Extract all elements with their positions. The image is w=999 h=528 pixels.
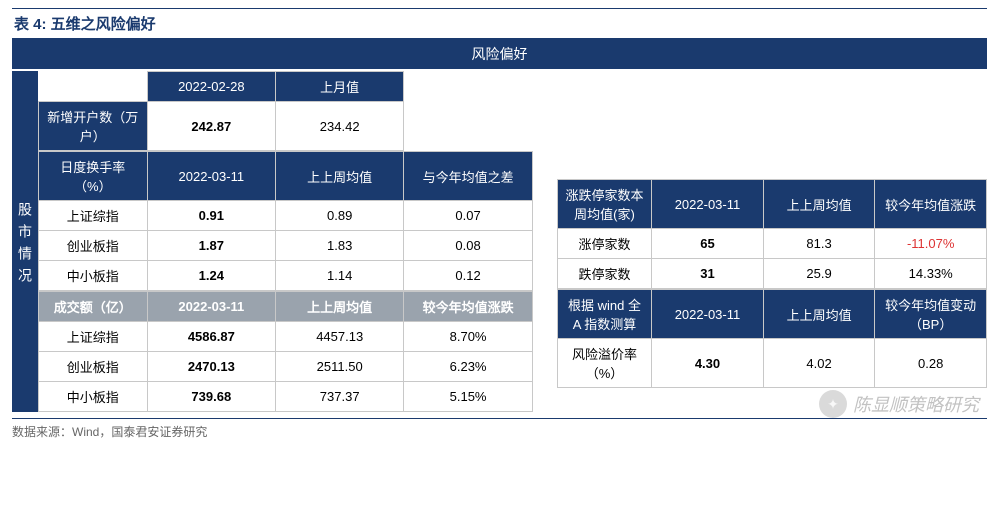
watermark: ✦ 陈显顺策略研究	[819, 390, 979, 418]
table-row: 风险溢价率（%） 4.30 4.02 0.28	[557, 339, 986, 388]
table-volume: 成交额（亿） 2022-03-11 上上周均值 较今年均值涨跌 上证综指 458…	[38, 291, 533, 412]
table-row: 创业板指 2470.13 2511.50 6.23%	[39, 352, 533, 382]
hdr: 与今年均值之差	[404, 152, 532, 201]
row-label: 新增开户数（万户）	[39, 102, 148, 151]
hdr: 较今年均值变动（BP）	[875, 290, 987, 339]
hdr: 涨跌停家数本周均值(家)	[557, 180, 651, 229]
hdr: 2022-03-11	[652, 180, 764, 229]
table-risk-premium: 根据 wind 全A 指数测算 2022-03-11 上上周均值 较今年均值变动…	[557, 289, 987, 388]
hdr: 根据 wind 全A 指数测算	[557, 290, 651, 339]
cell: 242.87	[147, 102, 275, 151]
table-row: 上证综指 4586.87 4457.13 8.70%	[39, 322, 533, 352]
hdr: 成交额（亿）	[39, 292, 148, 322]
watermark-text: 陈显顺策略研究	[853, 391, 979, 417]
data-source: 数据来源：Wind，国泰君安证券研究	[12, 418, 987, 440]
hdr: 2022-03-11	[147, 292, 275, 322]
hdr: 上上周均值	[276, 292, 404, 322]
hdr: 上上周均值	[763, 180, 875, 229]
table-row: 上证综指 0.91 0.89 0.07	[39, 201, 533, 231]
hdr: 日度换手率（%）	[39, 152, 148, 201]
hdr: 2022-03-11	[652, 290, 764, 339]
table-row: 跌停家数 31 25.9 14.33%	[557, 259, 986, 289]
table-turnover: 日度换手率（%） 2022-03-11 上上周均值 与今年均值之差 上证综指 0…	[38, 151, 533, 291]
table-limit: 涨跌停家数本周均值(家) 2022-03-11 上上周均值 较今年均值涨跌 涨停…	[557, 179, 987, 289]
hdr: 较今年均值涨跌	[875, 180, 987, 229]
hdr: 较今年均值涨跌	[404, 292, 532, 322]
hdr: 上上周均值	[763, 290, 875, 339]
hdr-date: 2022-02-28	[147, 72, 275, 102]
banner: 风险偏好	[12, 39, 987, 69]
table-title: 表 4: 五维之风险偏好	[12, 8, 987, 39]
hdr-prev: 上月值	[276, 72, 404, 102]
cell: 234.42	[276, 102, 404, 151]
table-new-accounts: 2022-02-28 上月值 新增开户数（万户） 242.87 234.42	[38, 71, 533, 151]
hdr: 上上周均值	[276, 152, 404, 201]
wechat-icon: ✦	[819, 390, 847, 418]
hdr: 2022-03-11	[147, 152, 275, 201]
table-row: 中小板指 739.68 737.37 5.15%	[39, 382, 533, 412]
table-row: 创业板指 1.87 1.83 0.08	[39, 231, 533, 261]
table-row: 中小板指 1.24 1.14 0.12	[39, 261, 533, 291]
table-row: 涨停家数 65 81.3 -11.07%	[557, 229, 986, 259]
vertical-label: 股市情况	[12, 71, 38, 412]
